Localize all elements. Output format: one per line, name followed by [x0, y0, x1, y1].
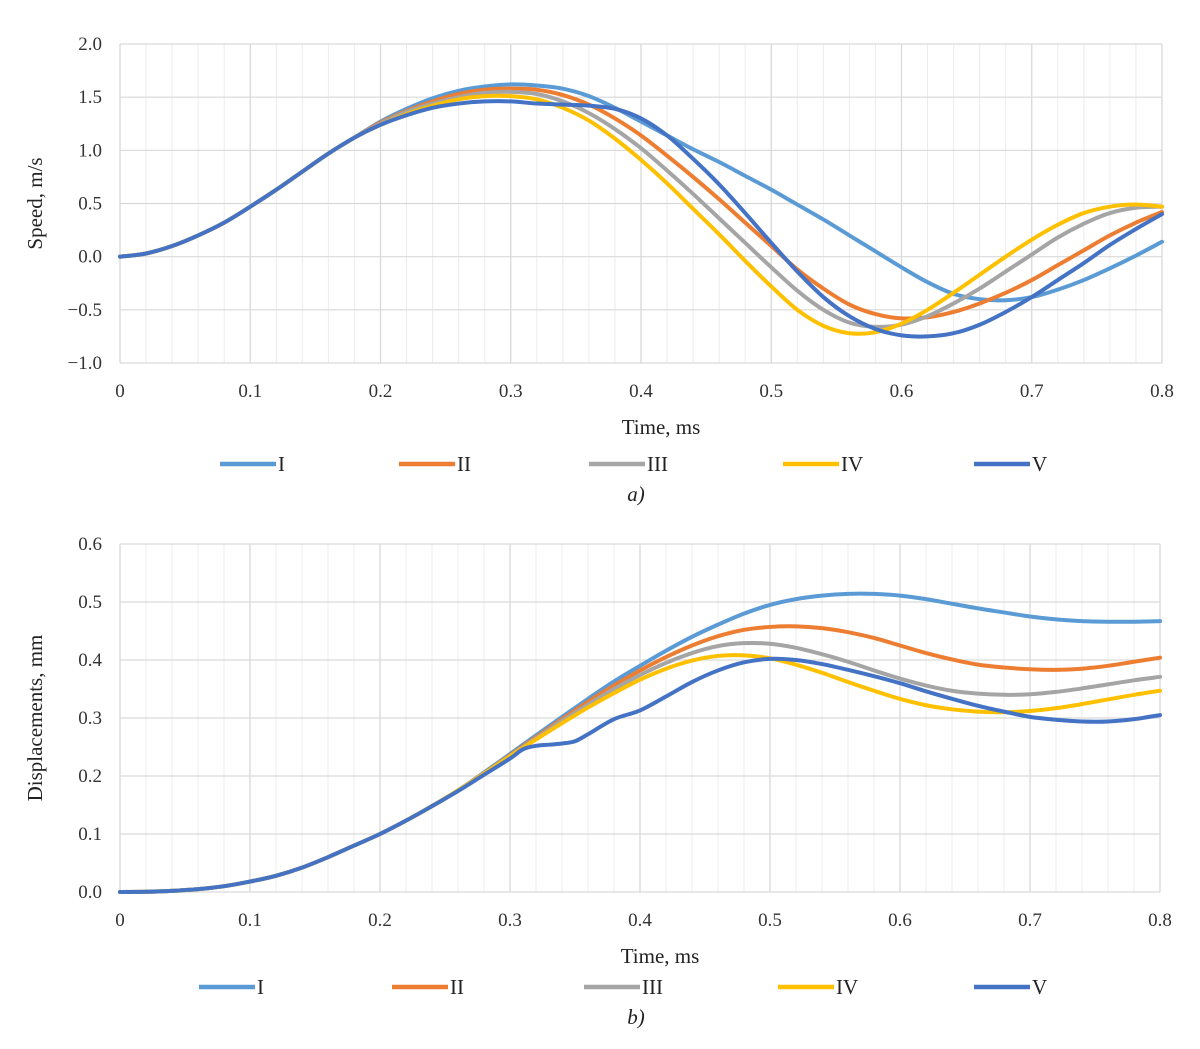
legend-label: IV — [836, 975, 858, 999]
series-line-v — [118, 99, 1164, 339]
legend: I II III IV V — [220, 452, 1047, 476]
x-tick-label: 0.2 — [369, 381, 393, 402]
legend-label: I — [278, 452, 285, 476]
x-tick-label: 0.4 — [629, 381, 653, 402]
panel-caption: b) — [627, 1005, 645, 1029]
y-tick-label: 0.5 — [78, 592, 102, 613]
legend-label: V — [1032, 452, 1047, 476]
y-tick-label: 0.0 — [78, 882, 102, 903]
panel-caption: a) — [627, 482, 645, 506]
series-lines — [118, 82, 1164, 339]
x-tick-label: 0.5 — [758, 910, 782, 931]
y-tick-label: 0.3 — [78, 708, 102, 729]
x-tick-label: 0.8 — [1148, 910, 1172, 931]
legend-label: V — [1032, 975, 1047, 999]
x-axis-label: Time, ms — [621, 944, 700, 968]
legend-label: II — [457, 452, 471, 476]
y-tick-label: −0.5 — [68, 300, 102, 321]
y-axis-label: Displacements, mm — [23, 635, 47, 802]
y-tick-label: −1.0 — [68, 353, 102, 374]
y-tick-label: 1.5 — [78, 87, 102, 108]
x-tick-label: 0.7 — [1020, 381, 1044, 402]
x-tick-label: 0.3 — [499, 381, 523, 402]
displacement-chart: 0.6 0.5 0.4 0.3 0.2 0.1 0.0 0 0.1 0.2 0.3 0.4 0.5 0.6… — [23, 534, 1172, 1029]
y-tick-label: 0.0 — [78, 247, 102, 268]
x-tick-label: 0.8 — [1150, 381, 1174, 402]
series-lines — [118, 591, 1162, 894]
x-tick-label: 0 — [115, 910, 125, 931]
x-tick-label: 0.6 — [888, 910, 912, 931]
y-tick-label: 0.5 — [78, 194, 102, 215]
grid — [119, 543, 1161, 893]
x-tick-label: 0.4 — [628, 910, 652, 931]
legend-label: I — [257, 975, 264, 999]
legend-label: IV — [841, 452, 863, 476]
x-tick-label: 0.1 — [238, 381, 262, 402]
legend: I II III IV V — [199, 975, 1047, 999]
legend-label: III — [647, 452, 668, 476]
y-axis-label: Speed, m/s — [23, 157, 47, 249]
x-tick-label: 0.5 — [759, 381, 783, 402]
x-tick-label: 0.3 — [498, 910, 522, 931]
y-tick-label: 0.6 — [78, 534, 102, 555]
x-tick-label: 0.2 — [368, 910, 392, 931]
series-line-v — [118, 656, 1162, 894]
x-tick-label: 0.6 — [890, 381, 914, 402]
x-tick-label: 0.7 — [1018, 910, 1042, 931]
y-tick-label: 0.1 — [78, 824, 102, 845]
legend-label: II — [450, 975, 464, 999]
x-tick-label: 0.1 — [238, 910, 262, 931]
grid — [119, 43, 1163, 364]
speed-chart: 2.0 1.5 1.0 0.5 0.0 −0.5 −1.0 0 0.1 0.2 0.3 0.4 0.5 0… — [23, 34, 1174, 506]
y-tick-label: 2.0 — [78, 34, 102, 55]
y-tick-label: 0.2 — [78, 766, 102, 787]
y-tick-label: 1.0 — [78, 140, 102, 161]
y-tick-label: 0.4 — [78, 650, 102, 671]
legend-label: III — [642, 975, 663, 999]
x-axis-label: Time, ms — [622, 415, 701, 439]
x-tick-label: 0 — [115, 381, 125, 402]
